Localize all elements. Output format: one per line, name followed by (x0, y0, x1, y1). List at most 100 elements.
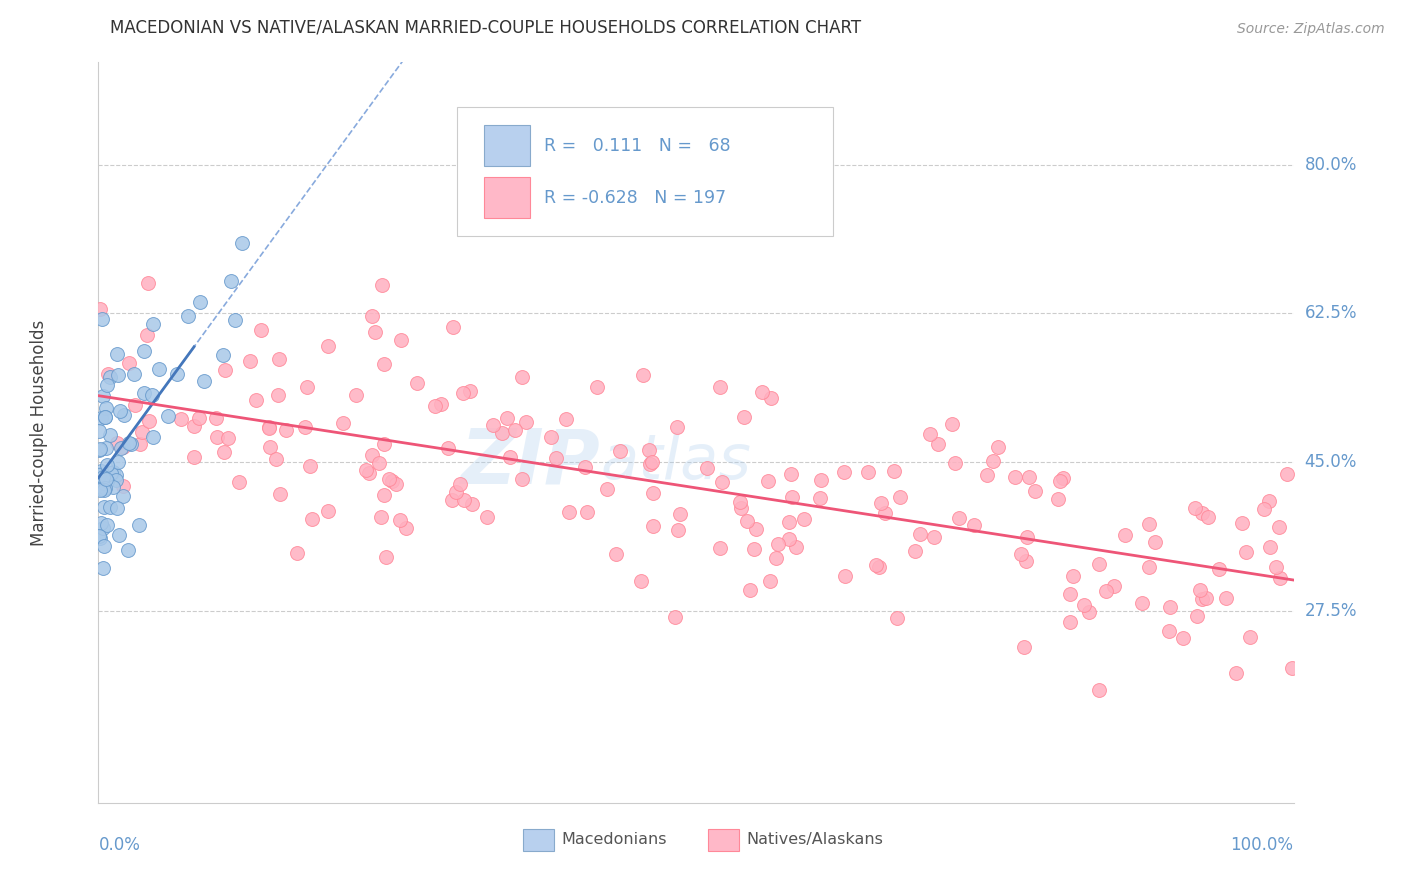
Point (976, 467, 998, 482)
Point (93, 521, 115, 535)
Point (141, 388, 163, 402)
Point (217, 431, 239, 445)
Text: Source: ZipAtlas.com: Source: ZipAtlas.com (1237, 22, 1385, 37)
Point (430, 397, 453, 411)
Point (96, 518, 118, 533)
Point (641, 518, 664, 533)
Point (709, 380, 731, 394)
Point (267, 388, 290, 402)
Point (744, 522, 766, 536)
Point (1088, 682, 1111, 697)
Point (1191, 506, 1213, 520)
Point (696, 461, 718, 475)
Point (97, 367, 120, 381)
Point (112, 489, 135, 503)
Point (138, 414, 160, 428)
Point (124, 398, 146, 412)
Point (983, 454, 1005, 468)
Point (1077, 605, 1099, 619)
Point (107, 368, 129, 383)
Text: ZIP: ZIP (461, 425, 600, 500)
Point (183, 419, 205, 434)
Point (1264, 560, 1286, 574)
Text: 80.0%: 80.0% (1305, 155, 1357, 174)
Point (889, 490, 911, 504)
Point (1234, 545, 1257, 559)
Text: R = -0.628   N = 197: R = -0.628 N = 197 (544, 189, 727, 207)
Point (89, 467, 111, 481)
Point (810, 473, 832, 487)
Point (423, 400, 446, 414)
Point (441, 493, 464, 508)
Point (785, 541, 807, 555)
Text: MACEDONIAN VS NATIVE/ALASKAN MARRIED-COUPLE HOUSEHOLDS CORRELATION CHART: MACEDONIAN VS NATIVE/ALASKAN MARRIED-COU… (111, 19, 862, 37)
Point (730, 501, 752, 516)
Point (437, 441, 460, 455)
Point (765, 550, 787, 565)
Point (922, 530, 945, 544)
Point (128, 437, 150, 451)
Point (285, 546, 308, 560)
Point (441, 319, 464, 334)
Text: 0.0%: 0.0% (98, 836, 141, 855)
Point (384, 477, 406, 491)
Point (316, 504, 339, 518)
Point (918, 426, 941, 441)
Point (709, 541, 731, 556)
Point (1015, 554, 1038, 568)
Point (1004, 469, 1026, 483)
Point (510, 472, 533, 486)
Point (499, 450, 522, 464)
Point (1215, 591, 1237, 606)
Point (98, 500, 121, 515)
Point (124, 367, 146, 381)
Point (1208, 562, 1230, 576)
Point (105, 500, 128, 515)
Point (96, 474, 118, 488)
Text: 100.0%: 100.0% (1230, 836, 1294, 855)
Point (214, 445, 236, 459)
Point (91, 561, 114, 575)
Point (91, 311, 114, 326)
Text: 45.0%: 45.0% (1305, 453, 1357, 471)
Point (301, 512, 323, 526)
Point (666, 524, 689, 538)
Point (904, 544, 927, 558)
Point (793, 511, 815, 525)
Point (90, 516, 112, 530)
Point (389, 513, 412, 527)
Point (107, 527, 129, 541)
Point (93, 540, 115, 554)
Point (96, 472, 118, 486)
Text: Macedonians: Macedonians (561, 832, 666, 847)
Point (269, 351, 291, 366)
Point (782, 490, 804, 504)
Point (245, 393, 267, 408)
Point (475, 509, 498, 524)
Point (1052, 471, 1074, 485)
Point (259, 440, 281, 454)
Point (405, 376, 427, 390)
Point (89, 424, 111, 438)
Point (1059, 586, 1081, 600)
Point (742, 542, 765, 557)
Point (381, 475, 404, 489)
Point (105, 347, 128, 361)
Point (778, 515, 800, 529)
Point (444, 484, 467, 499)
Point (832, 465, 855, 479)
Point (451, 385, 474, 400)
Text: R =   0.111   N =   68: R = 0.111 N = 68 (544, 137, 731, 155)
Point (204, 411, 226, 425)
Point (987, 441, 1010, 455)
Point (637, 443, 659, 458)
Point (711, 475, 734, 489)
Point (98, 370, 121, 384)
Point (354, 463, 377, 477)
Point (87, 529, 110, 543)
Point (389, 333, 412, 347)
Point (132, 344, 155, 359)
Point (962, 518, 984, 533)
Point (605, 547, 627, 561)
Point (148, 361, 170, 376)
